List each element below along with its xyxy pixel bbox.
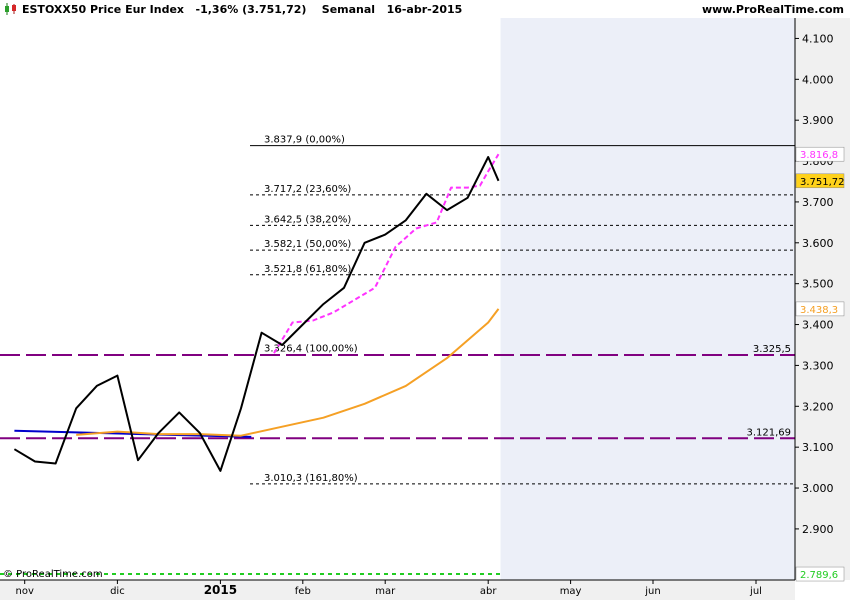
copyright-label: © ProRealTime.com (3, 569, 103, 580)
fibonacci-label: 3.837,9 (0,00%) (264, 135, 345, 146)
y-tick-label: 3.300 (802, 359, 834, 372)
fibonacci-label: 3.642,5 (38,20%) (264, 214, 351, 225)
y-tick-label: 3.600 (802, 237, 834, 250)
current-value-label: 3.438,3 (800, 305, 838, 316)
fibonacci-label: 3.010,3 (161,80%) (264, 473, 358, 484)
current-value-label: 2.789,6 (800, 570, 838, 581)
indicator-legend: Precio MM (Ponderada 30) Canal de Donchi… (1, 20, 454, 37)
plot-area-history (0, 18, 501, 580)
y-tick-label: 2.900 (802, 523, 834, 536)
support-resistance-label: 3.325,5 (753, 344, 791, 355)
x-tick-label: jul (749, 586, 762, 597)
fibonacci-label: 3.717,2 (23,60%) (264, 184, 351, 195)
current-value-tag (795, 301, 845, 317)
chart-header: ESTOXX50 Price Eur Index -1,36% (3.751,7… (0, 0, 850, 18)
site-url[interactable]: www.ProRealTime.com (701, 3, 844, 16)
candlestick-logo-icon (5, 3, 16, 15)
price-series (13, 156, 500, 472)
chart-title: ESTOXX50 Price Eur Index -1,36% (3.751,7… (22, 3, 462, 16)
instrument-name: ESTOXX50 Price Eur Index (22, 3, 185, 16)
fibonacci-label: 3.521,8 (61,80%) (264, 264, 351, 275)
time-axis-area (0, 580, 795, 600)
current-value-tag (795, 173, 845, 189)
x-tick-label: feb (295, 586, 311, 597)
y-tick-label: 3.000 (802, 482, 834, 495)
y-tick-label: 3.100 (802, 441, 834, 454)
donchian-lower-blue-series (14, 429, 252, 438)
date-label: 16-abr-2015 (386, 3, 463, 16)
x-tick-label: jun (644, 586, 660, 597)
support-resistance-label: 3.121,69 (746, 427, 791, 438)
x-tick-label: abr (480, 586, 497, 597)
x-tick-label: may (560, 586, 582, 597)
legend-donchian-upper[interactable]: Canal de Donchian superior (144, 21, 290, 36)
current-value-tag (795, 146, 845, 162)
moving-average-series (76, 308, 500, 437)
x-tick-label: 2015 (204, 583, 237, 597)
y-tick-label: 3.400 (802, 319, 834, 332)
x-tick-label: dic (110, 586, 125, 597)
fibonacci-label: 3.326,4 (100,00%) (264, 344, 358, 355)
legend-donchian-lower[interactable]: Canal de Donchian inferior (52) (292, 22, 450, 33)
y-tick-label: 4.000 (802, 73, 834, 86)
y-tick-label: 3.200 (802, 400, 834, 413)
y-tick-label: 3.500 (802, 278, 834, 291)
current-value-label: 3.751,72 (800, 177, 845, 188)
legend-price[interactable]: Precio (2, 21, 40, 36)
y-tick-label: 3.900 (802, 114, 834, 127)
current-value-tag (795, 566, 845, 582)
current-value-label: 3.816,8 (800, 150, 838, 161)
fibonacci-label: 3.582,1 (50,00%) (264, 239, 351, 250)
plot-area-future (500, 18, 795, 580)
y-tick-label: 4.100 (802, 32, 834, 45)
x-tick-label: mar (375, 586, 396, 597)
donchian-upper-series (273, 153, 500, 354)
price-change: -1,36% (3.751,72) (195, 3, 307, 16)
x-tick-label: nov (16, 586, 34, 597)
price-axis-area (795, 18, 850, 580)
y-tick-label: 3.700 (802, 196, 834, 209)
period-label: Semanal (321, 3, 376, 16)
legend-moving-average[interactable]: MM (Ponderada 30) (39, 21, 144, 36)
y-tick-label: 3.800 (802, 155, 834, 168)
